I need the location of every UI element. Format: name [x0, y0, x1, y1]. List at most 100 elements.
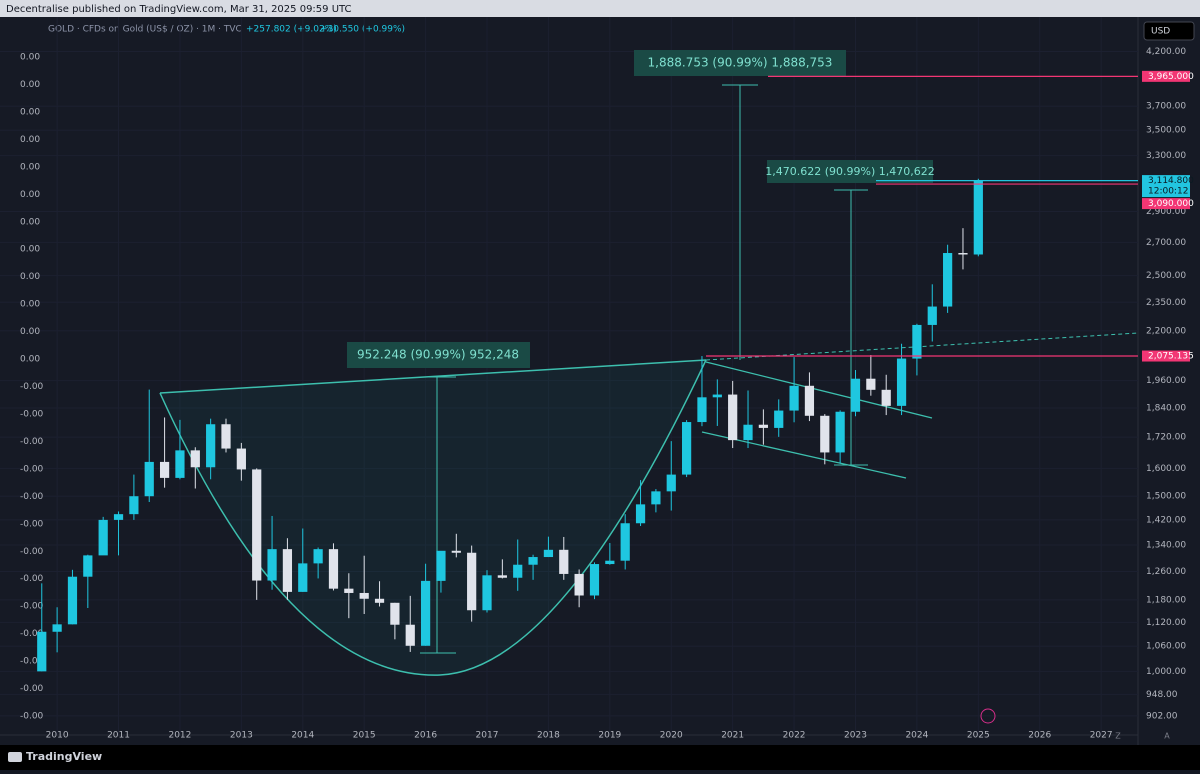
y-tick-label: 1,260.00 — [1146, 567, 1186, 577]
y-tick-label: 948.00 — [1146, 690, 1178, 700]
candle-body — [866, 378, 876, 390]
candle-body — [390, 602, 400, 625]
measure-box — [634, 50, 846, 76]
measure-label: 1,888.753 (90.99%) 1,888,753 — [648, 56, 833, 70]
candle-body — [451, 550, 461, 553]
left-label: 0.00 — [20, 355, 40, 365]
left-label: 0.00 — [20, 272, 40, 282]
candle-body — [328, 549, 339, 589]
candle-body — [98, 519, 108, 556]
y-tick-label: 1,000.00 — [1146, 667, 1186, 677]
left-label: 0.00 — [20, 217, 40, 227]
candle-body — [682, 422, 692, 475]
left-label: 0.00 — [20, 190, 40, 200]
candle-body — [467, 552, 477, 611]
left-label: 0.00 — [20, 107, 40, 117]
cup-fill — [160, 360, 706, 676]
candle-body — [789, 385, 799, 411]
candle-body — [159, 461, 170, 478]
x-tick-label: 2020 — [660, 731, 683, 741]
y-tick-label: 1,720.00 — [1146, 433, 1186, 443]
candle-body — [589, 564, 600, 596]
candle-body — [52, 624, 62, 632]
price-tag-label: 3,090.000 — [1148, 199, 1194, 209]
candle-body — [543, 549, 554, 558]
footer-bar — [0, 745, 1200, 770]
left-label: -0.00 — [20, 657, 44, 667]
candle-body — [958, 253, 968, 255]
x-tick-label: 2013 — [230, 731, 253, 741]
published: Decentralise published on TradingView.co… — [6, 4, 352, 15]
left-label: 0.00 — [20, 162, 40, 172]
left-label: -0.00 — [20, 547, 44, 557]
change: +30.550 (+0.99%) — [320, 25, 405, 35]
candle-body — [497, 575, 507, 578]
currency[interactable]: USD — [1151, 27, 1170, 37]
candle-body — [697, 397, 707, 423]
candle-body — [129, 496, 139, 515]
candle-body — [896, 358, 907, 406]
candle-body — [344, 588, 354, 593]
x-tick-label: 2018 — [537, 731, 560, 741]
candle-body — [774, 410, 784, 428]
candle-body — [559, 549, 569, 574]
price-tag — [1142, 350, 1190, 362]
x-tick-label: 2025 — [967, 731, 990, 741]
y-tick-label: 2,200.00 — [1146, 326, 1186, 336]
x-tick-label: 2012 — [168, 731, 191, 741]
y-tick-label: 2,350.00 — [1146, 298, 1186, 308]
y-tick-label: 1,500.00 — [1146, 492, 1186, 502]
y-tick-label: 4,200.00 — [1146, 47, 1186, 57]
x-tick-label: 2016 — [414, 731, 437, 741]
channel-line — [705, 361, 933, 419]
x-tick-label: 2027 — [1090, 731, 1113, 741]
left-label: -0.00 — [20, 684, 44, 694]
candle-body — [298, 563, 308, 592]
left-label: -0.00 — [20, 382, 44, 392]
y-tick-label: 2,900.00 — [1146, 207, 1186, 217]
candle-body — [835, 411, 845, 453]
candle-body — [113, 514, 124, 520]
left-label: -0.00 — [20, 492, 44, 502]
currency-button[interactable] — [1143, 21, 1195, 41]
header-bar — [0, 0, 1200, 17]
candle-body — [850, 378, 861, 412]
legend: GOLD · CFDs on Gold (US$ / OZ) · 1M · TV… — [48, 25, 242, 35]
candle-body — [359, 592, 369, 599]
candle-body — [420, 580, 431, 646]
left-label: -0.00 — [20, 602, 44, 612]
y-tick-label: 1,960.00 — [1146, 376, 1186, 386]
candle-body — [482, 575, 492, 611]
left-label: 0.00 — [20, 53, 40, 63]
cup-curve — [159, 359, 707, 676]
y-tick-label: 1,600.00 — [1146, 464, 1186, 474]
y-tick-label: 1,120.00 — [1146, 618, 1186, 628]
replay-icon[interactable] — [980, 708, 996, 724]
change: +257.802 (+9.02%) — [246, 25, 337, 35]
candle-body — [943, 253, 953, 307]
candle-body — [804, 385, 815, 416]
x-tick-label: 2023 — [844, 731, 867, 741]
candle-body — [528, 557, 538, 565]
candle-body — [820, 415, 830, 453]
y-tick-label: 3,700.00 — [1146, 102, 1186, 112]
candle-body — [374, 598, 385, 603]
scale-toggle[interactable]: A — [1164, 732, 1170, 741]
candle-body — [37, 631, 47, 672]
x-tick-label: 2024 — [905, 731, 928, 741]
y-tick-label: 1,180.00 — [1146, 595, 1186, 605]
scale-toggle[interactable]: Z — [1115, 732, 1121, 741]
brand: TradingView — [26, 750, 102, 763]
y-tick-label: 1,420.00 — [1146, 515, 1186, 525]
left-label: -0.00 — [20, 712, 44, 722]
y-tick-label: 3,500.00 — [1146, 126, 1186, 136]
candle-body — [666, 474, 676, 492]
x-tick-label: 2014 — [291, 731, 314, 741]
candle-body — [175, 450, 185, 478]
left-label: 0.00 — [20, 135, 40, 145]
measure-label: 952.248 (90.99%) 952,248 — [357, 348, 519, 362]
left-label: 0.00 — [20, 80, 40, 90]
candle-body — [221, 424, 231, 449]
candle-body — [881, 389, 891, 406]
